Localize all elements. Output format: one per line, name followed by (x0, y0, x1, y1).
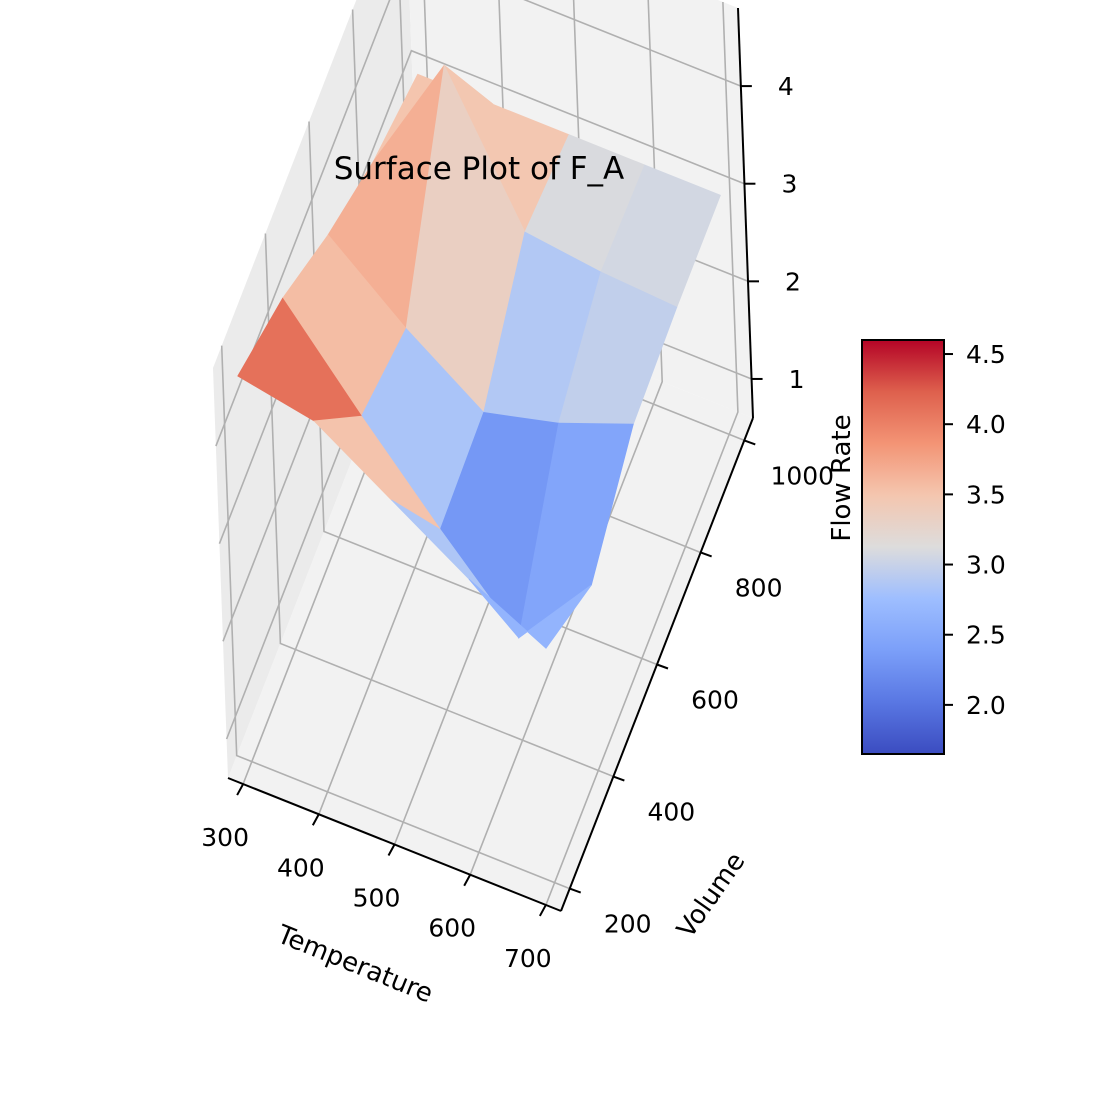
x-tick-label: 300 (201, 823, 249, 852)
z-tick-label: 4 (778, 72, 794, 101)
y-axis-label: Volume (671, 847, 751, 943)
y-tick-label: 800 (735, 573, 783, 602)
x-tick (463, 874, 472, 887)
y-tick-label: 400 (648, 798, 696, 827)
gridline-y (220, 345, 570, 890)
x-tick (387, 844, 396, 856)
x-tick-label: 500 (353, 884, 401, 913)
colorbar-tick-label: 4.0 (966, 410, 1006, 439)
x-tick (236, 783, 245, 796)
y-tick (613, 775, 625, 782)
colorbar-tick-label: 2.0 (966, 691, 1006, 720)
gridline-x (469, 0, 664, 875)
gridline-z (215, 0, 742, 447)
surface-patch (468, 578, 592, 649)
z-tick-label: 2 (785, 267, 801, 296)
x-tick (538, 904, 547, 917)
y-tick (569, 887, 582, 894)
surface (237, 63, 721, 649)
colorbar (861, 339, 945, 755)
x-axis-label: Temperature (272, 919, 437, 1009)
z-tick-label: 3 (781, 170, 797, 199)
x-tick-label: 400 (277, 853, 325, 882)
chart-title: Surface Plot of F_A (334, 151, 625, 187)
colorbar-tick-label: 2.5 (966, 621, 1006, 650)
x-tick-label: 700 (504, 944, 552, 973)
colorbar-tick-label: 4.5 (966, 340, 1006, 369)
y-tick (700, 551, 712, 558)
colorbar-tick-label: 3.0 (966, 551, 1006, 580)
tick-labels: 300 400 500 600 700 200 400 600 800 1000 1 2 3 4 (201, 72, 834, 973)
axes (227, 7, 763, 917)
x-tick (311, 813, 320, 826)
z-tick-label: 1 (789, 365, 805, 394)
colorbar-tick-label: 3.5 (966, 480, 1006, 509)
y-tick-label: 1000 (770, 461, 834, 490)
gridline-x (545, 1, 739, 906)
colorbar-label: Flow Rate (827, 414, 857, 541)
y-tick (743, 439, 756, 446)
colorbar-ticks: 2.0 2.5 3.0 3.5 4.0 4.5 (944, 340, 1006, 720)
z-axis-line (737, 7, 754, 419)
y-tick-label: 600 (691, 686, 739, 715)
y-tick-label: 200 (604, 910, 652, 939)
y-tick (656, 663, 669, 670)
x-tick-label: 600 (428, 914, 476, 943)
